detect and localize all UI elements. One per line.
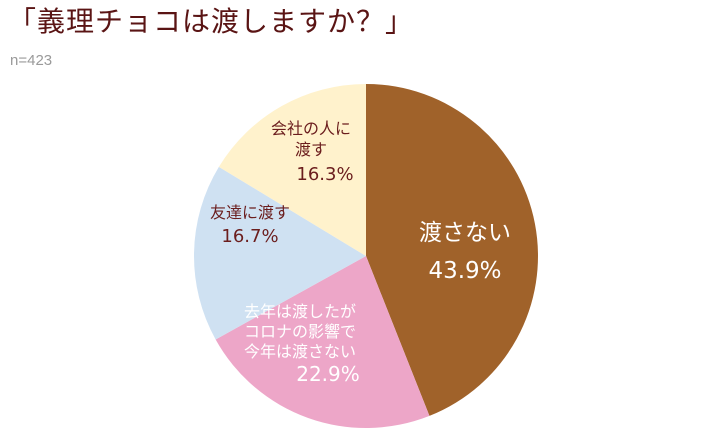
slice-percent-1: 43.9%	[428, 258, 501, 284]
slice-label-2-line-2: コロナの影響で	[244, 322, 356, 341]
pie-slices	[193, 84, 538, 428]
pie-slice-2	[215, 256, 430, 428]
pie-slice-3	[193, 166, 366, 340]
slice-percent-3: 16.7%	[221, 226, 278, 247]
slice-label-3-line-1: 友達に渡す	[210, 203, 290, 222]
sample-size-label: n=423	[10, 52, 53, 69]
slice-percent-2: 22.9%	[296, 362, 360, 386]
slice-label-2-line-3: 今年は渡さない	[244, 342, 356, 361]
chart-title: 「義理チョコは渡しますか？」	[8, 5, 415, 38]
slice-percent-4: 16.3%	[296, 164, 353, 185]
slice-label-4-line-2: 渡す	[295, 140, 327, 159]
slice-label-1-line-1: 渡さない	[419, 220, 511, 246]
pie-slice-4	[218, 84, 366, 256]
slice-label-2-line-1: 去年は渡したが	[244, 302, 356, 321]
slice-label-4-line-1: 会社の人に	[271, 119, 351, 138]
pie-slice-1	[366, 84, 538, 416]
